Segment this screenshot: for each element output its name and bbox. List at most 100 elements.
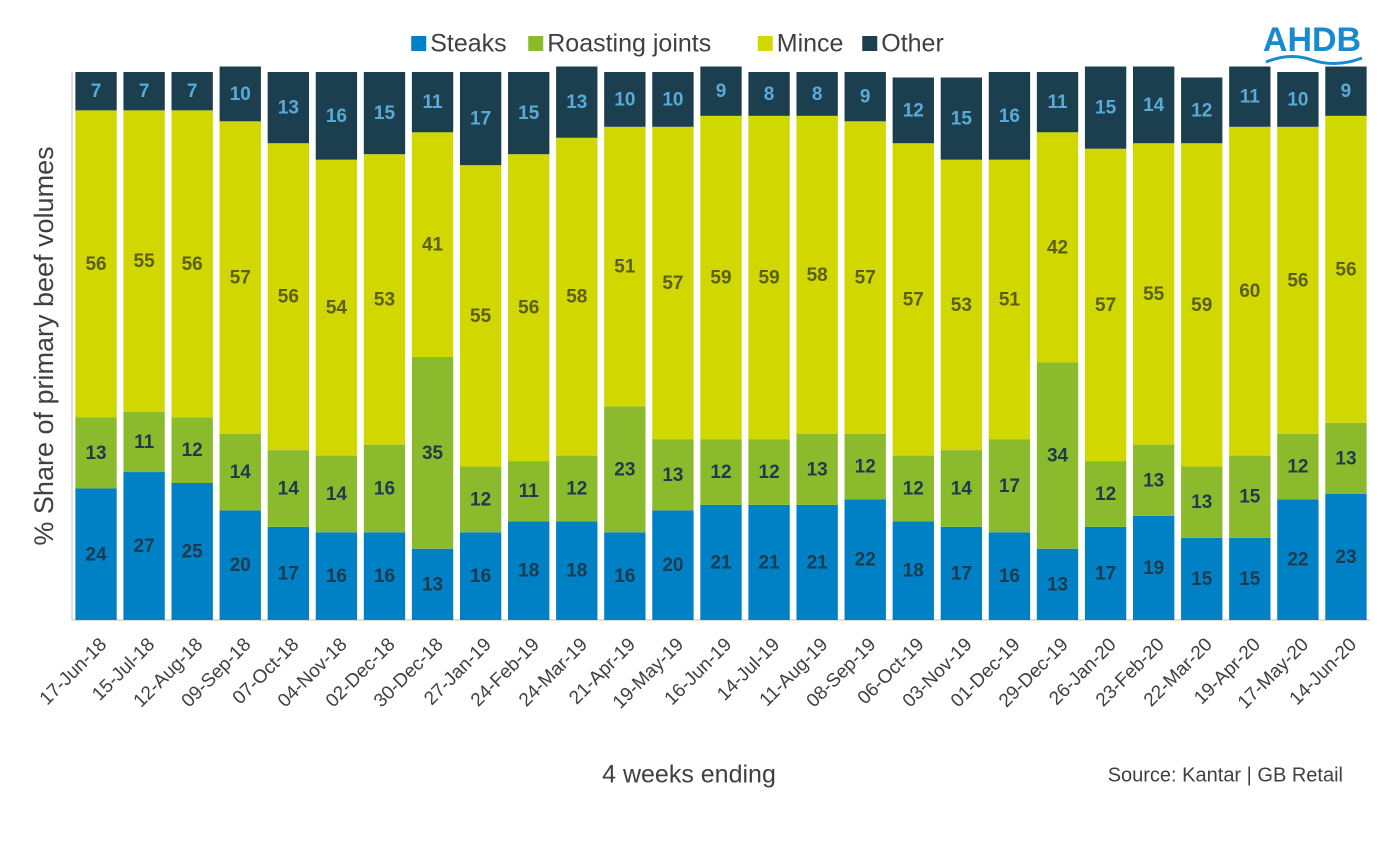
bar-segment xyxy=(315,532,358,620)
bar-segment xyxy=(844,433,886,500)
data-label: 23 xyxy=(1335,547,1356,568)
logo-wave xyxy=(1265,55,1363,65)
data-label: 12 xyxy=(759,462,780,483)
bar-segment xyxy=(796,504,838,620)
bar-segment xyxy=(411,356,454,549)
data-label: 18 xyxy=(903,561,924,582)
data-label: 18 xyxy=(518,561,539,582)
bar-segment xyxy=(748,439,790,505)
bar-segment xyxy=(892,77,934,144)
bar-segment xyxy=(219,433,261,511)
data-label: 7 xyxy=(187,81,198,102)
data-label: 14 xyxy=(1143,95,1165,116)
data-label: 15 xyxy=(1095,98,1117,119)
bar-segment xyxy=(171,72,213,111)
bar-segment xyxy=(459,466,502,533)
data-label: 57 xyxy=(662,273,683,294)
bar-segment xyxy=(363,154,406,445)
bar-segment xyxy=(363,444,406,533)
legend-swatch xyxy=(411,36,427,51)
bar-segment xyxy=(411,72,454,133)
bar-segment xyxy=(748,115,790,440)
data-label: 58 xyxy=(566,287,587,308)
data-label: 13 xyxy=(662,465,683,486)
bar-segment xyxy=(1325,422,1367,494)
bar-segment xyxy=(940,77,983,160)
bar-segment xyxy=(1036,72,1079,133)
data-label: 9 xyxy=(860,87,871,108)
legend-swatch xyxy=(862,36,878,51)
bar-segment xyxy=(604,126,646,407)
bar-segment xyxy=(508,461,550,522)
data-label: 16 xyxy=(614,566,635,587)
data-label: 12 xyxy=(855,457,876,478)
bar-segment xyxy=(748,72,790,116)
bar-segment xyxy=(508,72,550,155)
bar-segment xyxy=(652,439,694,511)
data-label: 42 xyxy=(1047,237,1068,258)
data-label: 25 xyxy=(182,542,204,563)
bar-segment xyxy=(556,455,598,522)
bar-segment xyxy=(796,72,838,116)
data-label: 12 xyxy=(470,489,491,510)
bar-segment xyxy=(459,72,502,166)
data-label: 12 xyxy=(182,440,203,461)
bar-segment xyxy=(1132,143,1175,445)
data-label: 12 xyxy=(710,462,731,483)
data-label: 13 xyxy=(422,574,443,595)
data-label: 17 xyxy=(1095,563,1116,584)
data-label: 57 xyxy=(903,289,924,310)
data-label: 17 xyxy=(278,563,299,584)
legend-label: Steaks xyxy=(430,30,506,58)
bar-segment xyxy=(700,66,742,116)
bar-segment xyxy=(1325,115,1367,423)
data-label: 35 xyxy=(422,443,444,464)
data-label: 17 xyxy=(951,563,972,584)
bar-segment xyxy=(892,521,934,620)
data-label: 54 xyxy=(326,298,348,319)
data-label: 22 xyxy=(855,550,876,571)
data-label: 13 xyxy=(566,92,587,113)
bar-segment xyxy=(1181,537,1223,620)
bar-segment xyxy=(75,72,117,111)
data-label: 57 xyxy=(1095,295,1116,316)
data-label: 17 xyxy=(999,476,1020,497)
bar-segment xyxy=(1084,526,1127,620)
data-label: 15 xyxy=(1239,487,1261,508)
bar-segment xyxy=(652,126,694,440)
data-label: 8 xyxy=(764,84,775,105)
bar-segment xyxy=(75,488,117,620)
bar-segment xyxy=(892,143,934,456)
legend-label: Mince xyxy=(777,30,844,58)
data-label: 11 xyxy=(1240,87,1261,108)
bar-segment xyxy=(700,504,742,620)
bar-segment xyxy=(219,66,261,122)
data-label: 11 xyxy=(1047,92,1068,113)
data-label: 9 xyxy=(1341,81,1352,102)
legend-swatch xyxy=(757,36,773,51)
data-label: 12 xyxy=(1095,484,1116,505)
bar-segment xyxy=(1132,66,1175,144)
source: Source: Kantar | GB Retail xyxy=(1108,764,1343,786)
data-label: 15 xyxy=(518,103,540,124)
data-label: 10 xyxy=(614,89,635,110)
data-label: 16 xyxy=(326,566,347,587)
data-label: 12 xyxy=(1287,457,1308,478)
data-label: 8 xyxy=(812,84,823,105)
bar-segment xyxy=(315,455,358,533)
bar-segment xyxy=(1132,515,1175,620)
data-label: 15 xyxy=(951,109,973,130)
bar-segment xyxy=(940,526,983,620)
bar-segment xyxy=(1325,493,1367,620)
y-axis-label: % Share of primary beef volumes xyxy=(29,146,59,545)
data-label: 51 xyxy=(999,289,1021,310)
data-label: 14 xyxy=(230,462,252,483)
bar-segment xyxy=(844,499,886,620)
bar-segment xyxy=(1325,66,1367,116)
bar-segment xyxy=(75,417,117,489)
bar-segment xyxy=(988,159,1031,440)
data-label: 13 xyxy=(1335,448,1356,469)
data-label: 11 xyxy=(519,481,540,502)
bar-segment xyxy=(700,439,742,505)
